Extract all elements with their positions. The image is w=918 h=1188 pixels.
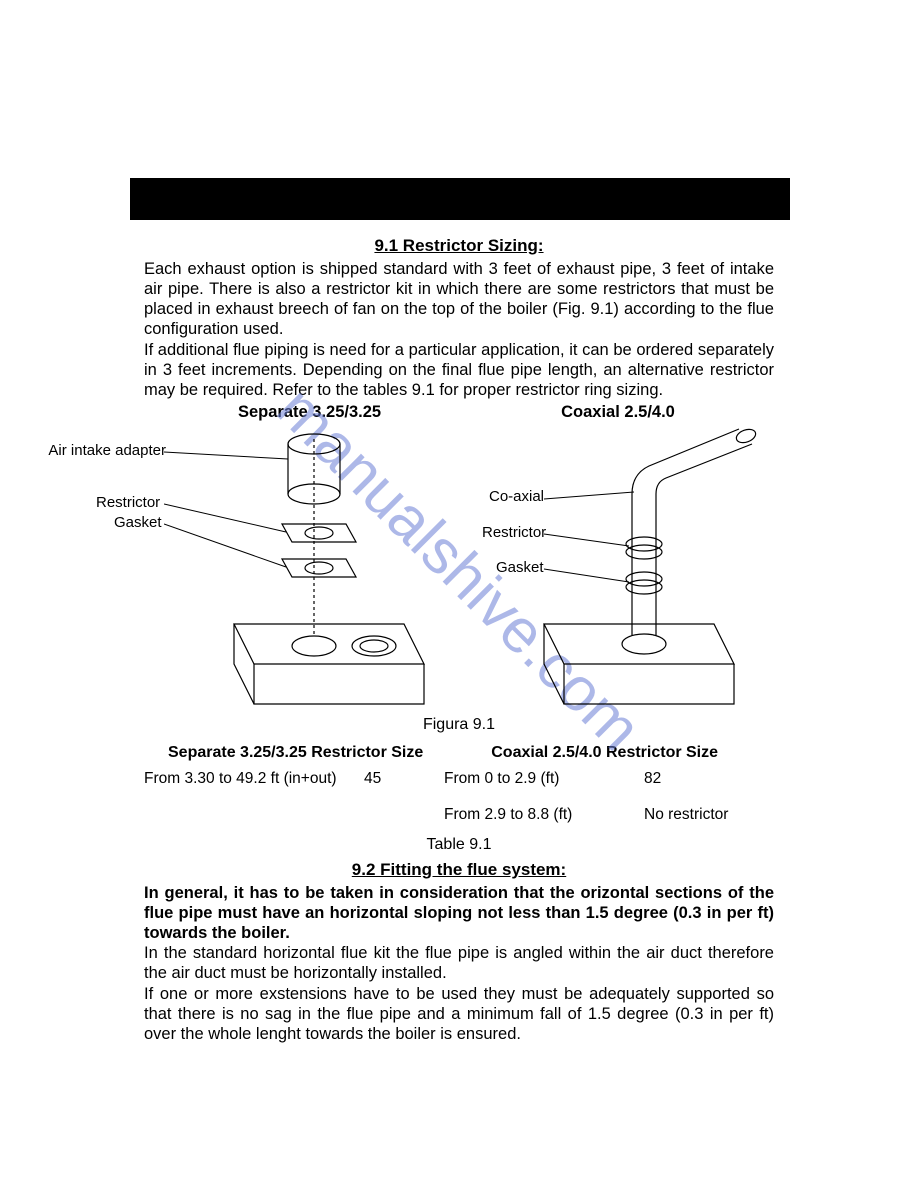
section-9-1-para1: Each exhaust option is shipped standard …: [144, 259, 774, 340]
figure-left-title: Separate 3.25/3.25: [238, 403, 381, 422]
table-caption: Table 9.1: [144, 836, 774, 854]
figure-right-label-coaxial: Co-axial: [489, 488, 544, 505]
section-9-2-bold-para: In general, it has to be taken in consid…: [144, 883, 774, 943]
figure-caption: Figura 9.1: [144, 716, 774, 734]
table-right-row2-label: From 2.9 to 8.8 (ft): [444, 806, 614, 824]
figure-9-1: manualshive.com: [144, 424, 774, 714]
figure-left-label-air-intake: Air intake adapter: [46, 442, 166, 459]
table-right-row1-label: From 0 to 2.9 (ft): [444, 770, 614, 788]
section-9-1-para2: If additional flue piping is need for a …: [144, 340, 774, 400]
section-9-2-title: 9.2 Fitting the flue system:: [144, 860, 774, 880]
figure-titles-row: Separate 3.25/3.25 Coaxial 2.5/4.0: [144, 403, 774, 422]
table-left-row2-empty2: [364, 806, 424, 824]
table-left-row1-label: From 3.30 to 49.2 ft (in+out): [144, 770, 364, 788]
figure-right-title: Coaxial 2.5/4.0: [561, 403, 675, 422]
table-right-row2-value: No restrictor: [644, 806, 764, 824]
table-left-row2-empty: [144, 806, 364, 824]
page-content: 9.1 Restrictor Sizing: Each exhaust opti…: [144, 236, 774, 1044]
figure-left-label-gasket: Gasket: [114, 514, 162, 531]
header-black-bar: [130, 178, 790, 220]
figure-right-label-gasket: Gasket: [496, 559, 544, 576]
table-left-title: Separate 3.25/3.25 Restrictor Size: [168, 744, 423, 762]
table-left-row1-value: 45: [364, 770, 424, 788]
table-9-1-titles: Separate 3.25/3.25 Restrictor Size Coaxi…: [144, 744, 774, 762]
table-row-1: From 3.30 to 49.2 ft (in+out) 45 From 0 …: [144, 770, 774, 788]
table-row-2: From 2.9 to 8.8 (ft) No restrictor: [144, 806, 774, 824]
figure-left-diagram: [164, 424, 454, 714]
table-right-row1-value: 82: [644, 770, 764, 788]
section-9-1-title: 9.1 Restrictor Sizing:: [144, 236, 774, 256]
section-9-2-para2: In the standard horizontal flue kit the …: [144, 943, 774, 983]
figure-left-label-restrictor: Restrictor: [96, 494, 160, 511]
section-9-2-para3: If one or more exstensions have to be us…: [144, 984, 774, 1044]
figure-right-label-restrictor: Restrictor: [482, 524, 546, 541]
table-right-title: Coaxial 2.5/4.0 Restrictor Size: [491, 744, 718, 762]
